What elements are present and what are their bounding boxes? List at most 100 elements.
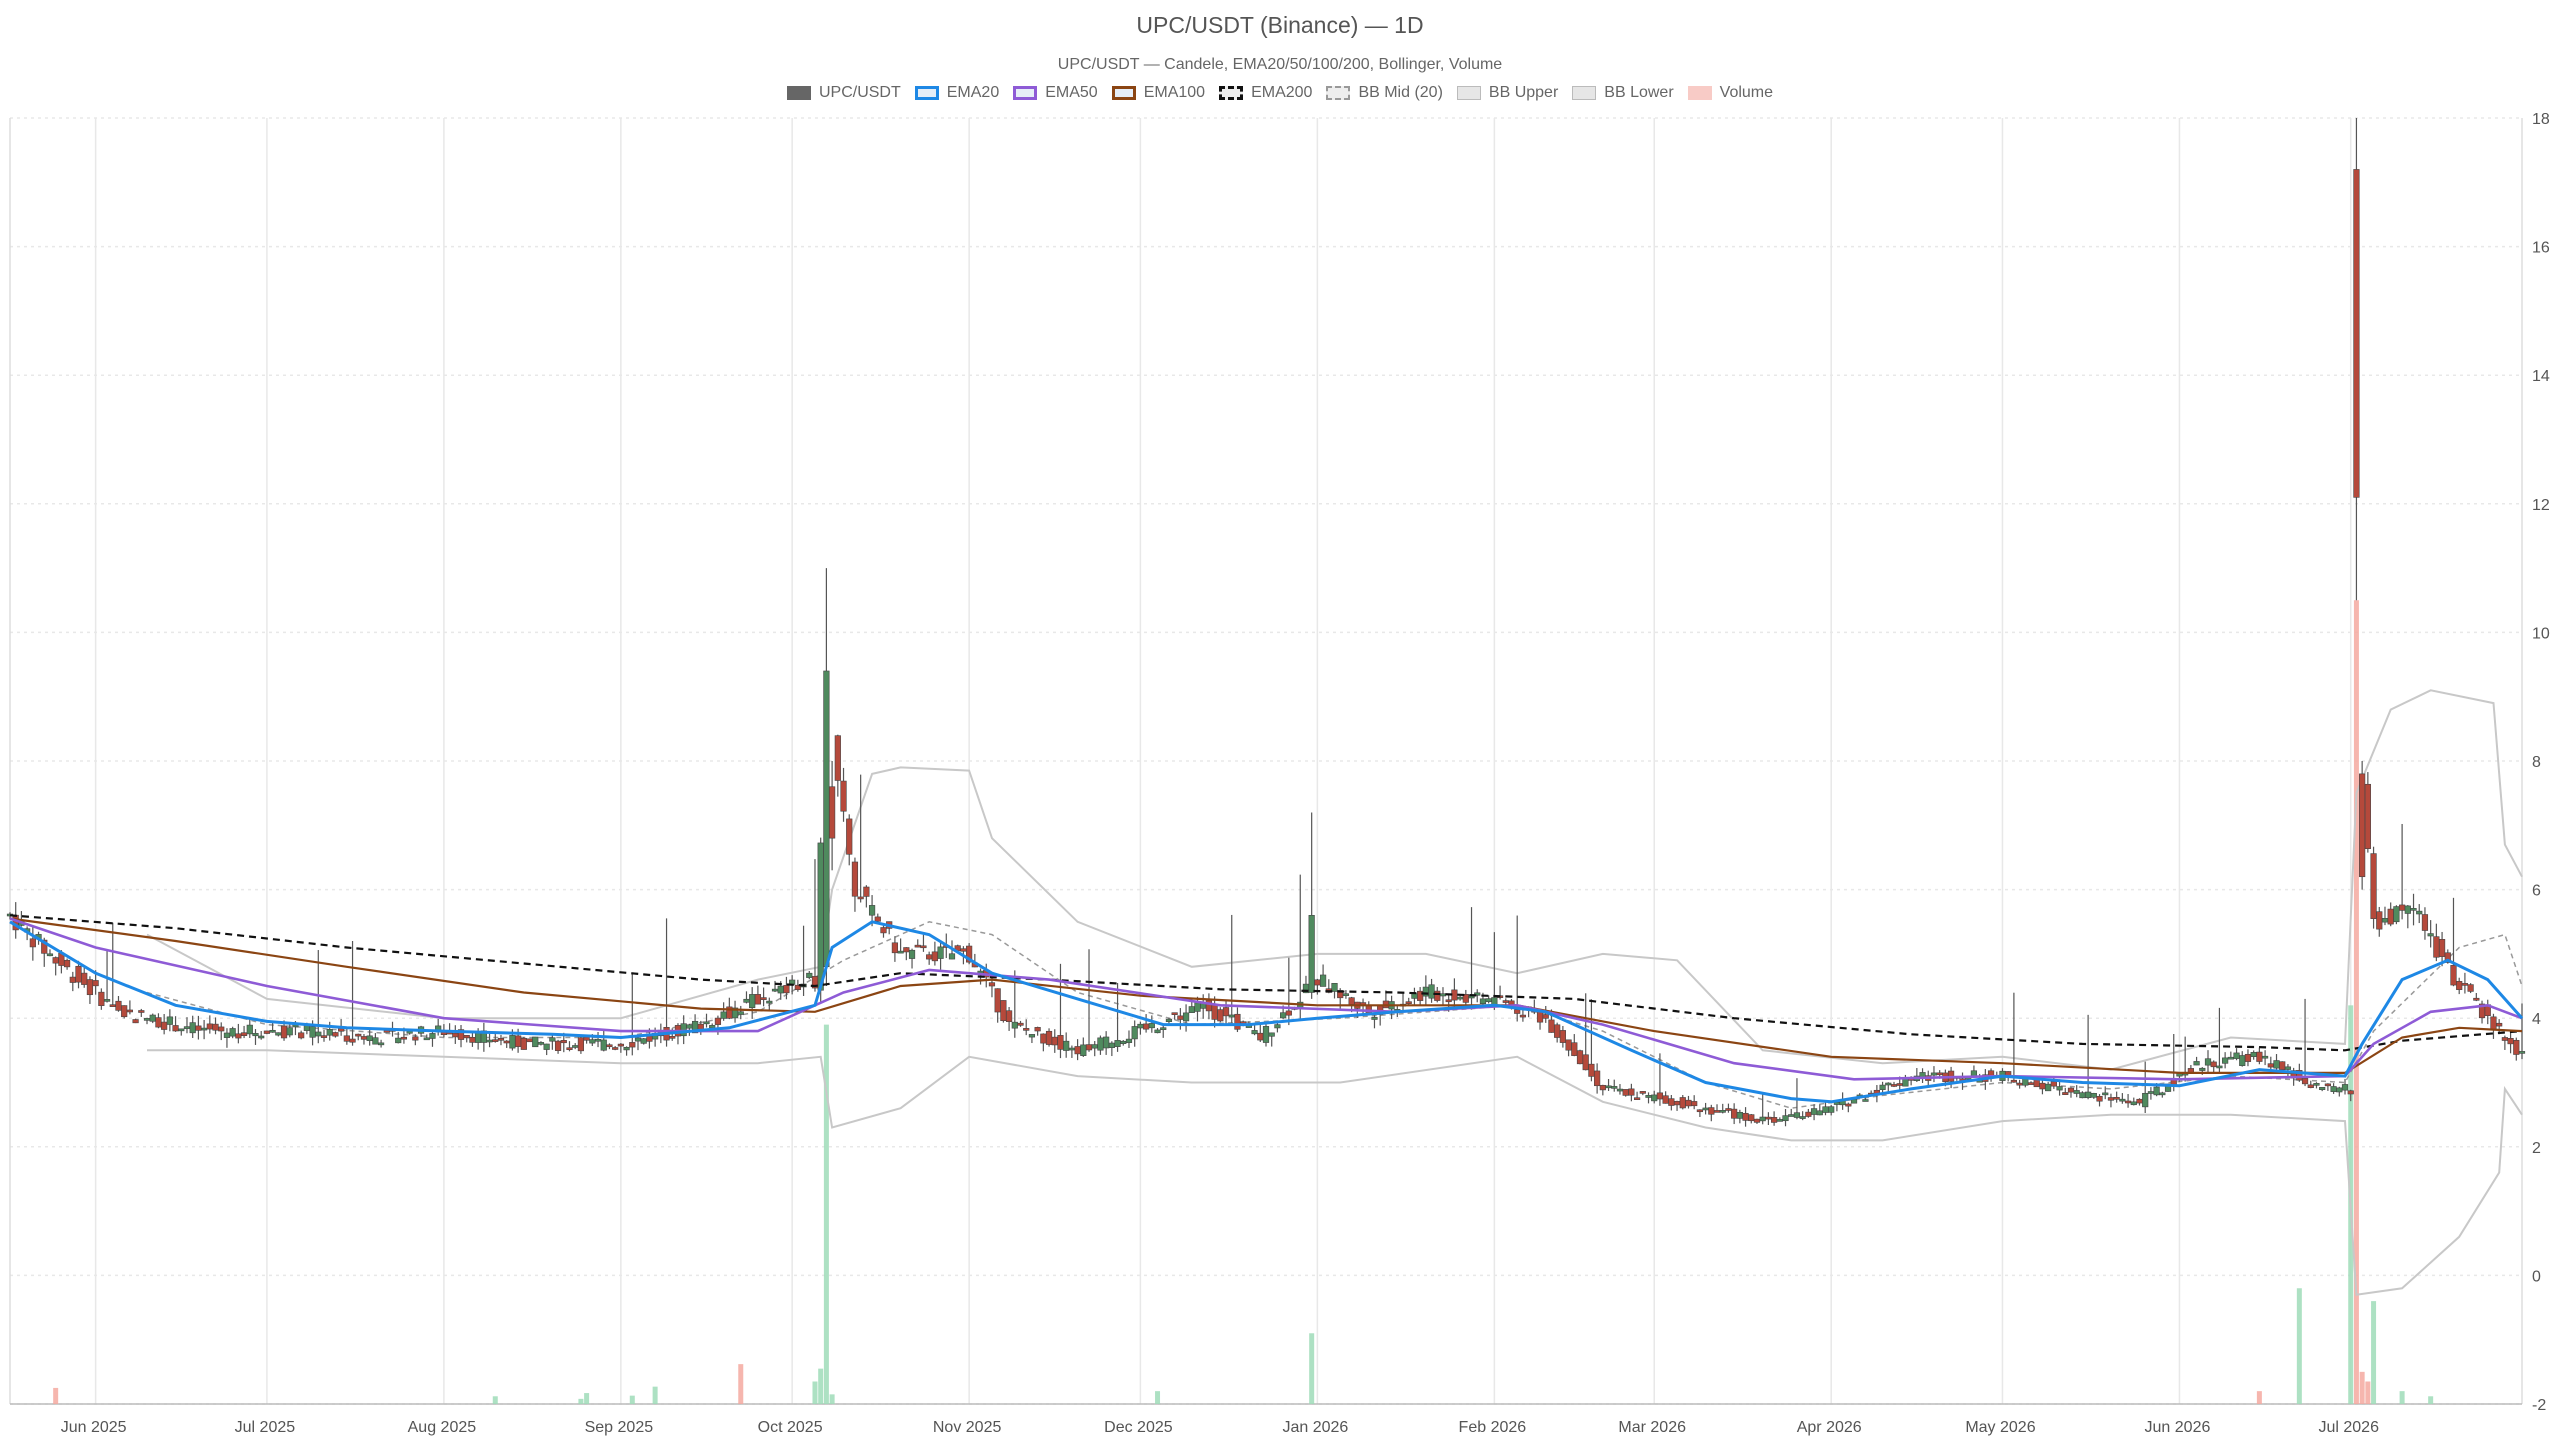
candle-body (246, 1024, 253, 1035)
legend-item[interactable]: BB Lower (1572, 84, 1674, 102)
candle-body (863, 886, 870, 897)
candle-body (743, 998, 750, 1003)
candle-body (2501, 1037, 2508, 1041)
candle-body (2273, 1060, 2280, 1069)
candle-body (577, 1037, 585, 1052)
x-tick-label: Jun 2025 (61, 1419, 127, 1436)
candle-body (903, 947, 910, 953)
candle-body (315, 1031, 322, 1037)
candle-body (2364, 783, 2371, 850)
candle-body (2096, 1095, 2103, 1102)
candle-body (1776, 1119, 1783, 1122)
candle-body (1125, 1038, 1133, 1043)
candle-body (132, 1019, 139, 1024)
bb-upper-line (146, 689, 2523, 1071)
candle-body (86, 979, 94, 996)
candle-body (686, 1024, 693, 1029)
candle-body (349, 1038, 356, 1043)
candle-body (931, 951, 938, 962)
volume-bar (492, 1396, 498, 1404)
candle-body (2387, 908, 2394, 925)
candle-body (1845, 1103, 1852, 1107)
candle-body (994, 988, 1001, 1013)
x-tick-label: Dec 2025 (1104, 1419, 1173, 1436)
candle-body (1479, 998, 1487, 1005)
y-tick-label: 4 (2532, 1011, 2541, 1028)
candle-body (1793, 1112, 1801, 1118)
candle-body (52, 957, 59, 964)
candle-body (1548, 1019, 1555, 1033)
candle-body (926, 954, 933, 960)
candle-body (754, 994, 761, 1005)
candle-body (2045, 1083, 2052, 1092)
candle-body (2073, 1090, 2080, 1094)
candle-body (69, 976, 76, 983)
candle-body (515, 1035, 522, 1047)
volume-bar (818, 1368, 824, 1404)
candle-body (149, 1014, 156, 1022)
candle-body (566, 1047, 573, 1050)
candle-body (1177, 1015, 1184, 1020)
candle-body (2250, 1052, 2257, 1057)
candle-body (229, 1028, 236, 1037)
x-tick-label: Jul 2025 (235, 1419, 296, 1436)
y-tick-label: 12 (2532, 497, 2550, 514)
legend-swatch (1326, 86, 1351, 100)
candle-body (1628, 1088, 1635, 1096)
candle-body (1280, 1012, 1287, 1019)
candle-body (1422, 986, 1429, 997)
volume-bar (2371, 1301, 2377, 1404)
candle-body (1588, 1063, 1595, 1077)
legend-label: EMA100 (1143, 84, 1206, 101)
candle-body (646, 1035, 653, 1042)
candle-body (1582, 1054, 1589, 1071)
candle-body (178, 1028, 185, 1032)
candle-body (1005, 1010, 1013, 1022)
candle-body (252, 1033, 259, 1037)
legend-item[interactable]: EMA200 (1219, 84, 1312, 102)
candle-body (206, 1023, 213, 1030)
candle-body (1519, 1014, 1527, 1018)
candle-body (2090, 1093, 2097, 1098)
candle-body (846, 818, 853, 855)
candle-body (2136, 1098, 2143, 1104)
candle-body (172, 1025, 179, 1032)
legend-item[interactable]: BB Mid (20) (1326, 84, 1443, 102)
candle-body (1182, 1012, 1190, 1022)
candle-body (868, 905, 876, 916)
legend-item[interactable]: EMA50 (1013, 84, 1098, 102)
legend-item[interactable]: UPC/USDT (786, 84, 901, 102)
candle-body (1485, 998, 1492, 1003)
candle-body (503, 1040, 510, 1044)
candle-body (1331, 982, 1338, 992)
candle-body (617, 1043, 624, 1047)
candle-body (1148, 1023, 1155, 1029)
legend-item[interactable]: EMA20 (914, 84, 999, 102)
candle-body (1810, 1108, 1818, 1115)
candle-body (1828, 1106, 1835, 1113)
legend-swatch (914, 86, 939, 100)
candle-body (343, 1035, 350, 1042)
legend-item[interactable]: EMA100 (1111, 84, 1206, 102)
candle-body (1930, 1072, 1938, 1076)
candle-body (2079, 1092, 2086, 1099)
legend-item[interactable]: Volume (1687, 84, 1773, 102)
candle-body (760, 997, 767, 1000)
volume-bar (2399, 1391, 2405, 1404)
legend-item[interactable]: BB Upper (1456, 84, 1558, 102)
candle-body (1023, 1028, 1030, 1031)
candle-body (2330, 1086, 2337, 1092)
candle-body (2124, 1100, 2132, 1104)
candle-body (1257, 1032, 1264, 1041)
candle-body (583, 1036, 590, 1041)
candle-body (1639, 1091, 1646, 1094)
candle-body (2033, 1079, 2040, 1088)
candle-body (829, 786, 836, 839)
candle-body (1114, 1040, 1121, 1047)
candle-body (1611, 1086, 1618, 1089)
candle-body (1753, 1118, 1761, 1123)
candle-body (2261, 1055, 2269, 1059)
candle-body (680, 1023, 687, 1037)
candle-body (189, 1022, 196, 1034)
